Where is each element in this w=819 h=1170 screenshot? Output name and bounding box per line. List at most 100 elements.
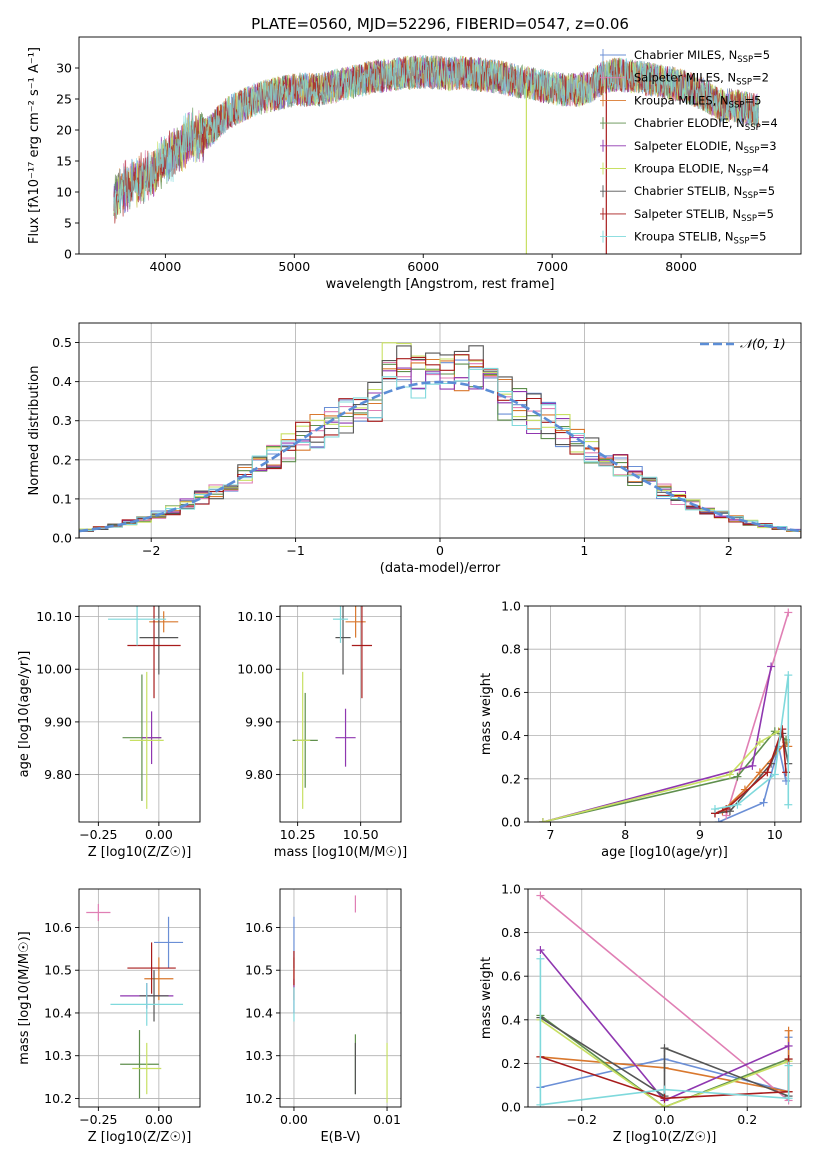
plot-area-weight_vs_age — [538, 608, 793, 822]
weight-marker — [536, 946, 545, 955]
x-tick-label: −0.2 — [567, 1112, 597, 1127]
subplot-age_vs_Z: −0.25 0.00 9.80 9.90 10.00 10.10 Z [log10(Z/Z☉… — [17, 605, 201, 860]
legend-label: Salpeter STELIB, NSSP=5 — [634, 207, 774, 224]
figure-title: PLATE=0560, MJD=52296, FIBERID=0547, z=0… — [251, 15, 629, 33]
x-tick-label: 0.00 — [145, 1112, 173, 1127]
x-tick-label: −1 — [286, 543, 304, 558]
x-tick-label: −0.25 — [79, 827, 117, 842]
weight-series-1 — [725, 612, 790, 816]
x-tick-label: 10.50 — [343, 827, 379, 842]
x-tick-label: 9 — [696, 827, 704, 842]
y-tick-label: 10.3 — [245, 1048, 273, 1063]
x-axis-label: Z [log10(Z/Z☉)] — [88, 845, 192, 860]
y-tick-label: 0.5 — [52, 335, 72, 350]
plot-area-age_vs_mass — [292, 606, 373, 809]
weight-marker — [536, 954, 545, 963]
errorbar-point-7 — [351, 606, 373, 699]
x-axis-label: mass [log10(M/M☉)] — [274, 845, 407, 860]
weight-series-5 — [542, 730, 780, 822]
legend-label-main: Chabrier MILES, N — [634, 48, 737, 62]
errorbar-point-2 — [144, 957, 174, 1001]
x-tick-label: 0.00 — [280, 1112, 308, 1127]
legend-label-main: Salpeter MILES, N — [634, 71, 736, 85]
y-tick-label: 0.0 — [52, 531, 72, 546]
errorbar-point-4 — [335, 708, 356, 767]
legend-label: Kroupa STELIB, NSSP=5 — [634, 230, 766, 247]
errorbar-point-5 — [295, 671, 311, 809]
frame-age_vs_Z: −0.25 0.00 9.80 9.90 10.00 10.10 Z [log10(Z/Z☉… — [17, 605, 201, 860]
weight-marker — [536, 1100, 545, 1107]
y-tick-label: 10.3 — [44, 1048, 72, 1063]
subplot-age_vs_mass: 10.25 10.50 9.80 9.90 10.00 10.10 mass [log10(… — [237, 605, 407, 860]
subplots-layer: 4000 5000 6000 7000 8000051015202530waveleng… — [17, 36, 802, 1145]
y-tick-label: 10 — [56, 185, 72, 200]
legend-label-sub: SSP — [742, 191, 758, 201]
weight-marker — [759, 798, 768, 807]
y-tick-label: 10.2 — [44, 1091, 72, 1106]
y-tick-label: 5 — [64, 216, 72, 231]
legend-label-val: =3 — [760, 139, 777, 153]
errorbar-point-8 — [332, 606, 349, 643]
y-tick-label: 10.4 — [245, 1005, 273, 1020]
legend-label: Chabrier STELIB, NSSP=5 — [634, 184, 775, 201]
legend-label: Chabrier MILES, NSSP=5 — [634, 48, 770, 65]
y-tick-label: 0.4 — [52, 374, 72, 389]
axes-frame — [279, 888, 402, 1108]
y-tick-label: 0.8 — [501, 642, 521, 657]
legend-label-sub: SSP — [734, 237, 750, 247]
legend-label: Salpeter ELODIE, NSSP=3 — [634, 139, 777, 156]
y-axis-label: Flux [fλ10⁻¹⁷ erg cm⁻² s⁻¹ A⁻¹] — [27, 47, 42, 244]
y-tick-label: 0.4 — [501, 728, 521, 743]
weight-marker — [784, 1094, 793, 1103]
y-axis-label: mass [log10(M/M☉)] — [17, 931, 32, 1064]
legend-label-sub: SSP — [729, 100, 745, 110]
weight-marker — [660, 1044, 669, 1053]
errorbar-point-3 — [120, 1030, 159, 1099]
weight-marker — [660, 1094, 669, 1103]
legend-label-val: =5 — [749, 230, 766, 244]
errorbar-point-6 — [335, 606, 351, 675]
y-tick-label: 10.10 — [36, 609, 72, 624]
legend-label-val: =5 — [757, 207, 774, 221]
weight-series-6 — [539, 1016, 789, 1098]
x-tick-label: 0 — [436, 543, 444, 558]
gaussian-curve — [79, 380, 801, 533]
x-tick-label: 5000 — [278, 259, 310, 274]
y-tick-label: 0.0 — [501, 1100, 521, 1115]
y-tick-label: 0.2 — [501, 771, 521, 786]
legend-label: Kroupa MILES, NSSP=5 — [634, 93, 761, 110]
x-axis-label: E(B-V) — [320, 1130, 360, 1145]
x-tick-label: 8000 — [665, 259, 697, 274]
plot-area-mass_vs_Z — [86, 903, 184, 1099]
errorbar-point-8 — [110, 983, 184, 1026]
weight-marker — [733, 772, 742, 781]
x-tick-label: −0.25 — [79, 1112, 117, 1127]
y-axis-label: Normed distribution — [27, 366, 42, 496]
y-tick-label: 25 — [56, 92, 72, 107]
weight-marker — [784, 800, 793, 809]
errorbar-point-4 — [141, 711, 162, 765]
y-tick-label: 1.0 — [501, 882, 521, 897]
weight-marker — [710, 805, 719, 814]
y-tick-label: 0.3 — [52, 413, 72, 428]
x-tick-label: 1 — [580, 543, 588, 558]
legend-label-sub: SSP — [744, 146, 760, 156]
weight-marker — [770, 770, 779, 779]
x-tick-label: 10.25 — [280, 827, 316, 842]
legend-label-sub: SSP — [741, 214, 757, 224]
y-axis-label: age [log10(age/yr)] — [17, 651, 32, 778]
frame-age_vs_mass: 10.25 10.50 9.80 9.90 10.00 10.10 mass [log10(… — [237, 605, 407, 860]
legend-label-main: Salpeter ELODIE, N — [634, 139, 744, 153]
y-tick-label: 0.6 — [501, 685, 521, 700]
weight-marker — [784, 1061, 793, 1070]
x-tick-label: 0.0 — [655, 1112, 675, 1127]
errorbar-point-6 — [139, 606, 179, 675]
errorbar-point-1 — [86, 903, 111, 922]
y-tick-label: 10.5 — [245, 963, 273, 978]
frame-mass_vs_ebv: 0.00 0.01 10.2 10.3 10.4 10.5 10.6 E(B-V) — [245, 888, 402, 1145]
plot-area-weight_vs_Z — [536, 891, 793, 1107]
y-tick-label: 0.8 — [501, 925, 521, 940]
errorbar-point-7 — [127, 942, 176, 994]
x-tick-label: 0.2 — [737, 1112, 757, 1127]
legend-label-main: Kroupa STELIB, N — [634, 230, 734, 244]
